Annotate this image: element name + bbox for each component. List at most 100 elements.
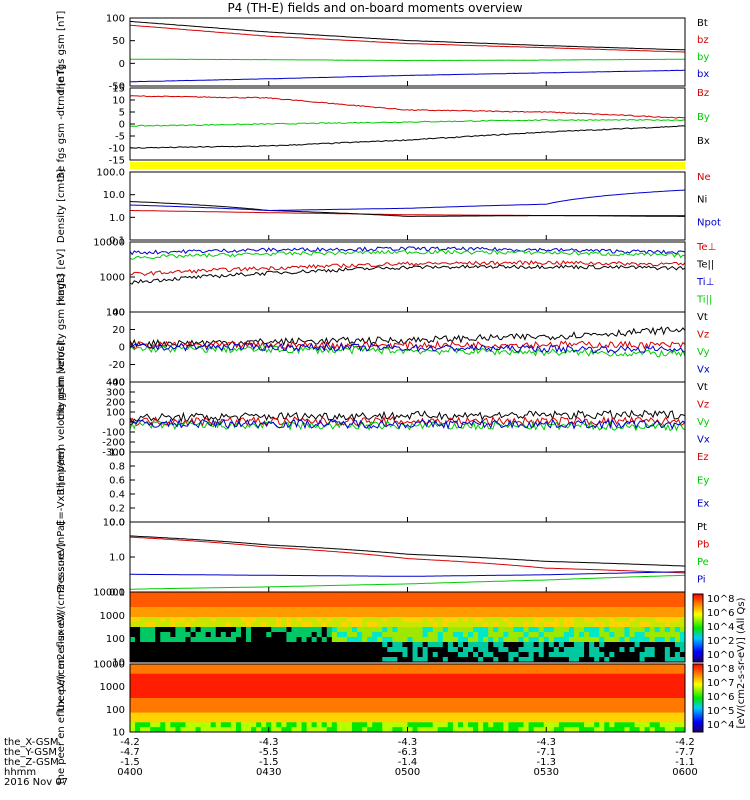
- spectrogram-cell: [210, 617, 217, 623]
- spectrogram-cell: [331, 617, 338, 623]
- spectrogram-cell: [301, 717, 308, 723]
- spectrogram-cell: [457, 668, 464, 675]
- spectrogram-cell: [145, 602, 151, 608]
- spectrogram-cell: [473, 683, 479, 689]
- spectrogram-cell: [407, 664, 414, 670]
- spectrogram-cell: [609, 673, 615, 680]
- spectrogram-cell: [402, 617, 408, 623]
- spectrogram-cell: [523, 722, 530, 728]
- spectrogram-cell: [346, 612, 353, 618]
- spectrogram-cell: [326, 702, 333, 709]
- spectrogram-cell: [367, 722, 373, 728]
- spectrogram-cell: [468, 707, 474, 714]
- spectrogram-cell: [205, 712, 212, 718]
- spectrogram-cell: [523, 702, 530, 709]
- spectrogram-cell: [281, 597, 287, 603]
- spectrogram-cell: [281, 632, 287, 638]
- spectrogram-cell: [639, 683, 646, 689]
- spectrogram-cell: [367, 664, 373, 670]
- spectrogram-cell: [543, 602, 550, 608]
- spectrogram-cell: [407, 602, 414, 608]
- spectrogram-cell: [609, 657, 615, 663]
- spectrogram-cell: [326, 642, 333, 648]
- spectrogram-cell: [548, 627, 555, 633]
- spectrogram-cell: [321, 688, 328, 694]
- spectrogram-cell: [594, 673, 600, 680]
- spectrogram-cell: [589, 652, 595, 658]
- spectrogram-cell: [427, 602, 434, 608]
- spectrogram-cell: [674, 664, 681, 670]
- spectrogram-cell: [402, 627, 408, 633]
- spectrogram-cell: [518, 612, 525, 618]
- spectrogram-cell: [291, 698, 297, 704]
- spectrogram-cell: [230, 702, 237, 709]
- spectrogram-cell: [644, 627, 651, 633]
- spectrogram-cell: [579, 602, 585, 608]
- spectrogram-cell: [513, 727, 519, 733]
- spectrogram-cell: [235, 602, 242, 608]
- spectrogram-cell: [200, 717, 207, 723]
- spectrogram-cell: [397, 642, 403, 648]
- spectrogram-cell: [200, 607, 207, 613]
- spectrogram-cell: [432, 688, 439, 694]
- spectrogram-cell: [629, 683, 636, 689]
- spectrogram-cell: [331, 637, 338, 643]
- spectrogram-cell: [200, 592, 207, 598]
- spectrogram-cell: [170, 647, 176, 653]
- spectrogram-cell: [432, 652, 439, 658]
- spectrogram-cell: [503, 698, 509, 704]
- spectrogram-cell: [558, 668, 565, 675]
- spectrogram-cell: [336, 627, 343, 633]
- spectrogram-cell: [246, 702, 252, 709]
- spectrogram-cell: [563, 673, 570, 680]
- spectrogram-cell: [145, 702, 151, 709]
- spectrogram-cell: [291, 637, 297, 643]
- spectrogram-cell: [135, 642, 141, 648]
- spectrogram-cell: [170, 617, 176, 623]
- spectrogram-cell: [407, 647, 414, 653]
- spectrogram-cell: [276, 647, 282, 653]
- spectrogram-cell: [130, 597, 136, 603]
- spectrogram-cell: [352, 722, 358, 728]
- spectrogram-cell: [584, 627, 590, 633]
- spectrogram-cell: [553, 642, 560, 648]
- spectrogram-cell: [185, 622, 192, 628]
- spectrogram-cell: [493, 678, 499, 684]
- spectrogram-cell: [558, 652, 565, 658]
- spectrogram-cell: [195, 717, 202, 723]
- spectrogram-cell: [483, 688, 489, 694]
- spectrogram-cell: [634, 683, 641, 689]
- spectrogram-cell: [180, 702, 186, 709]
- y-tick-label: 1.0: [109, 553, 125, 564]
- spectrogram-cell: [266, 637, 272, 643]
- y-tick-label: 100: [106, 14, 125, 25]
- spectrogram-cell: [488, 698, 494, 704]
- spectrogram-cell: [271, 722, 277, 728]
- spectrogram-cell: [155, 683, 161, 689]
- spectrogram-cell: [609, 622, 615, 628]
- spectrogram-cell: [604, 712, 610, 718]
- spectrogram-cell: [533, 664, 540, 670]
- spectrogram-cell: [286, 657, 292, 663]
- spectrogram-cell: [362, 664, 368, 670]
- spectrogram-cell: [427, 632, 434, 638]
- spectrogram-cell: [246, 722, 252, 728]
- spectrogram-cell: [397, 712, 403, 718]
- spectrogram-cell: [609, 607, 615, 613]
- spectrogram-cell: [533, 607, 540, 613]
- spectrogram-cell: [220, 647, 227, 653]
- spectrogram-cell: [508, 678, 514, 684]
- spectrogram-cell: [145, 727, 151, 733]
- spectrogram-cell: [185, 722, 192, 728]
- spectrogram-cell: [220, 597, 227, 603]
- spectrogram-cell: [241, 617, 247, 623]
- spectrogram-cell: [230, 607, 237, 613]
- spectrogram-cell: [190, 717, 197, 723]
- spectrogram-cell: [311, 683, 318, 689]
- spectrogram-cell: [256, 712, 262, 718]
- spectrogram-cell: [619, 632, 625, 638]
- plot-title: P4 (TH-E) fields and on-board moments ov…: [227, 1, 523, 15]
- spectrogram-cell: [447, 727, 454, 733]
- spectrogram-cell: [357, 627, 363, 633]
- spectrogram-cell: [654, 627, 661, 633]
